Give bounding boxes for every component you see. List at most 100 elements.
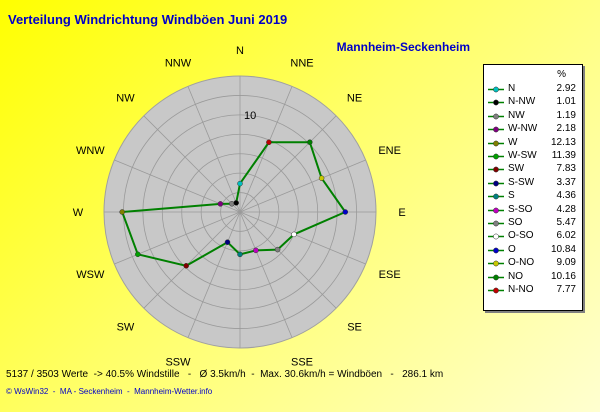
- data-point-nnw: [233, 200, 239, 206]
- legend-value: 4.28: [556, 203, 576, 215]
- legend-marker: [488, 100, 504, 106]
- legend-marker: [488, 274, 504, 280]
- legend-value: 6.02: [556, 230, 576, 242]
- legend-value: 9.09: [556, 257, 576, 269]
- ring-label: 10: [244, 110, 256, 122]
- legend-item: W-SW 11.39: [484, 150, 582, 163]
- legend-value: 10.84: [550, 243, 576, 255]
- legend-marker: [488, 113, 504, 120]
- legend-marker: [488, 180, 504, 187]
- legend-marker: [488, 140, 504, 146]
- legend-marker: [488, 193, 504, 200]
- legend-label: N-NW: [508, 96, 536, 108]
- legend-item: NW 1.19: [484, 110, 582, 123]
- legend-marker: [488, 126, 504, 133]
- data-point-so: [274, 246, 281, 253]
- legend-item: S 4.36: [484, 190, 582, 203]
- legend-label: N-NO: [508, 284, 534, 295]
- compass-label-se: SE: [347, 322, 362, 334]
- compass-label-w: W: [73, 207, 84, 219]
- compass-label-n: N: [236, 45, 244, 57]
- station-name: Mannheim-Seckenheim: [336, 40, 470, 54]
- data-point-o: [342, 209, 349, 215]
- legend-label: NO: [508, 270, 523, 282]
- compass-label-wnw: WNW: [76, 145, 105, 157]
- legend-item: O-NO 9.09: [484, 257, 582, 270]
- compass-label-wsw: WSW: [76, 269, 105, 281]
- legend-item: SW 7.83: [484, 163, 582, 176]
- grid-spoke: [187, 211, 241, 338]
- legend-label: O-NO: [508, 257, 535, 269]
- compass-label-ene: ENE: [378, 145, 401, 157]
- compass-label-s: S: [236, 369, 243, 370]
- data-point-nno: [266, 139, 272, 146]
- compass-label-e: E: [398, 207, 405, 219]
- legend-label: W: [508, 136, 518, 148]
- legend-marker: [488, 260, 504, 267]
- legend-label: SW: [508, 163, 525, 175]
- legend-item: O-SO 6.02: [484, 230, 582, 243]
- legend-marker: [488, 234, 504, 240]
- legend-marker: [488, 287, 504, 294]
- grid-spoke: [239, 86, 293, 213]
- grid-spoke: [239, 211, 293, 338]
- legend-value: 7.77: [556, 284, 576, 295]
- legend-item: W 12.13: [484, 137, 582, 150]
- legend-label: S: [508, 190, 515, 202]
- legend-label: N: [508, 83, 516, 94]
- legend-marker: [488, 167, 504, 173]
- grid-spoke: [239, 211, 337, 309]
- data-point-wnw: [217, 201, 224, 207]
- compass-label-sw: SW: [117, 322, 135, 334]
- legend-value: 5.47: [556, 217, 576, 228]
- compass-label-ne: NE: [347, 92, 362, 104]
- compass-label-nw: NW: [116, 92, 135, 104]
- grid-spoke: [143, 211, 241, 309]
- legend-value: 12.13: [550, 136, 576, 148]
- legend-item: N-NW 1.01: [484, 96, 582, 109]
- legend-value: 4.36: [556, 190, 576, 202]
- data-point-n: [237, 180, 243, 187]
- legend-item: S-SW 3.37: [484, 177, 582, 190]
- legend-value: 1.19: [556, 109, 576, 121]
- legend-item: N-NO 7.77: [484, 284, 582, 297]
- legend: % N 2.92 N-NW 1.01 NW 1.19 W-NW 2.18 W 12.13 W-SW 1…: [483, 64, 583, 311]
- legend-value: 3.37: [556, 176, 576, 188]
- data-point-ssw: [224, 239, 231, 245]
- compass-label-ese: ESE: [379, 269, 401, 281]
- data-point-oso: [291, 231, 297, 238]
- compass-label-sse: SSE: [291, 357, 313, 369]
- grid-spoke: [239, 159, 366, 213]
- footer-stats: 5137 / 3503 Werte -> 40.5% Windstille - …: [6, 369, 444, 380]
- chart-title: Verteilung Windrichtung Windböen Juni 20…: [8, 12, 288, 27]
- legend-label: S-SW: [508, 176, 535, 188]
- grid-spoke: [239, 115, 337, 213]
- legend-value: 2.18: [556, 123, 576, 135]
- legend-label: NW: [508, 109, 525, 121]
- legend-marker: [488, 207, 504, 213]
- legend-item: S-SO 4.28: [484, 204, 582, 217]
- legend-value: 7.83: [556, 163, 576, 175]
- legend-value: 1.01: [556, 96, 576, 108]
- legend-label: O-SO: [508, 230, 534, 242]
- legend-marker: [488, 153, 504, 160]
- data-point-nw: [229, 201, 235, 207]
- legend-label: W-SW: [508, 150, 537, 161]
- legend-item: W-NW 2.18: [484, 123, 582, 136]
- legend-marker: [488, 220, 504, 227]
- compass-label-nnw: NNW: [165, 57, 192, 69]
- legend-item: N 2.92: [484, 83, 582, 96]
- legend-value: 10.16: [550, 270, 576, 282]
- data-point-ono: [318, 175, 325, 181]
- compass-label-nne: NNE: [290, 57, 313, 69]
- legend-value: 2.92: [556, 83, 576, 94]
- legend-header: %: [557, 69, 566, 80]
- data-point-sso: [253, 247, 259, 254]
- legend-marker: [488, 86, 504, 93]
- grid-spoke: [239, 211, 366, 265]
- legend-marker: [488, 247, 504, 254]
- data-point-wsw: [135, 251, 141, 258]
- wind-rose-chart: 10 N NNE NE ENE E ESE SE SSE S SSW SW WSW W WNW NW NNW: [73, 45, 406, 370]
- grid-spoke: [187, 86, 241, 213]
- data-point-sw: [183, 263, 189, 269]
